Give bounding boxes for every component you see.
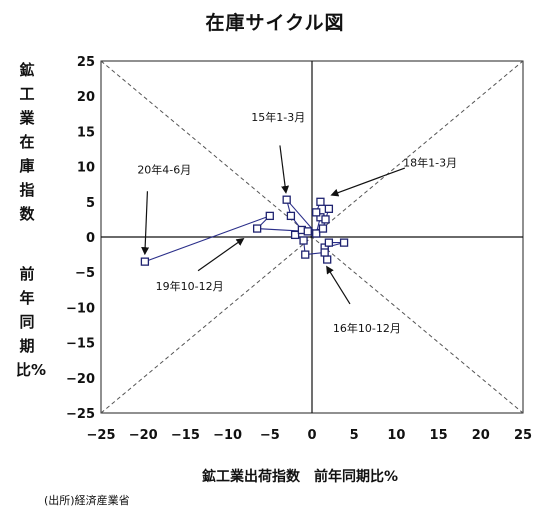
y-tick-label: −15 xyxy=(66,337,95,352)
x-tick-label: −10 xyxy=(213,428,242,443)
y-tick-label: −25 xyxy=(66,407,95,422)
data-point xyxy=(323,255,332,264)
annotation-arrow xyxy=(141,191,150,256)
x-axis-label: 鉱工業出荷指数 前年同期比% xyxy=(201,469,399,485)
annotation-arrow xyxy=(197,237,245,272)
data-point xyxy=(312,208,321,217)
annotation-label: 18年1-3月 xyxy=(403,156,457,170)
y-tick-label: 15 xyxy=(77,125,95,140)
data-point xyxy=(324,238,334,247)
data-point xyxy=(282,195,291,204)
annotation-label: 15年1-3月 xyxy=(251,110,305,124)
data-point xyxy=(324,204,334,213)
data-point xyxy=(290,230,300,240)
data-point xyxy=(301,250,310,259)
y-tick-label: 0 xyxy=(86,231,95,246)
y-tick-label: 5 xyxy=(86,196,95,211)
y-tick-label: 10 xyxy=(77,161,95,176)
annotation-label: 19年10-12月 xyxy=(156,279,224,293)
data-point xyxy=(316,197,325,206)
x-tick-label: −25 xyxy=(87,428,116,443)
x-tick-label: 25 xyxy=(514,428,532,443)
annotation-label: 16年10-12月 xyxy=(333,321,401,335)
data-point xyxy=(140,257,150,266)
x-tick-label: 0 xyxy=(307,428,316,443)
annotation-arrow xyxy=(330,167,406,197)
data-point xyxy=(265,211,274,221)
data-point xyxy=(312,229,321,238)
x-tick-label: −5 xyxy=(260,428,280,443)
y-tick-label: −5 xyxy=(75,266,95,281)
x-tick-label: −15 xyxy=(171,428,200,443)
data-point xyxy=(299,236,308,245)
data-point xyxy=(321,215,330,224)
data-point xyxy=(318,224,328,233)
x-tick-label: 5 xyxy=(350,428,359,443)
data-point xyxy=(286,211,296,221)
y-tick-label: 25 xyxy=(77,55,95,70)
annotation-label: 20年4-6月 xyxy=(137,163,191,177)
y-tick-label: −20 xyxy=(66,372,95,387)
data-point xyxy=(252,224,262,233)
source-note: (出所)経済産業省 xyxy=(44,494,130,507)
data-point xyxy=(339,238,349,247)
x-tick-label: −20 xyxy=(129,428,158,443)
annotation-arrow xyxy=(279,145,290,194)
y-tick-label: −10 xyxy=(66,301,95,316)
x-tick-label: 20 xyxy=(472,428,490,443)
annotation-arrow xyxy=(326,265,351,305)
x-tick-label: 15 xyxy=(430,428,448,443)
chart-title: 在庫サイクル図 xyxy=(205,12,345,34)
y-axis-label-top: 鉱工業在庫指数 xyxy=(19,61,35,223)
x-tick-label: 10 xyxy=(387,428,405,443)
y-tick-label: 20 xyxy=(77,90,95,105)
data-point xyxy=(303,227,312,236)
data-point xyxy=(320,248,329,257)
